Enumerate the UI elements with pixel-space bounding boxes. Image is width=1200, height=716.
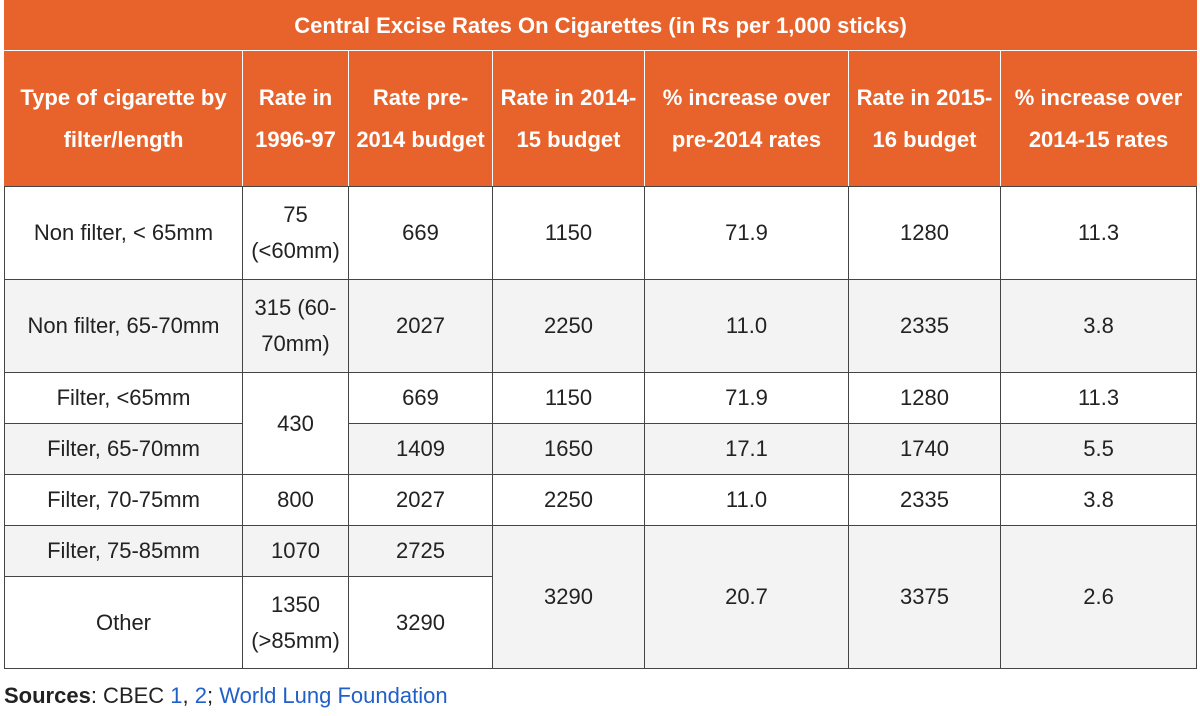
source-link[interactable]: 1 — [170, 683, 183, 708]
cell: 71.9 — [644, 186, 849, 280]
cell: 669 — [348, 372, 493, 424]
cell: 2027 — [348, 474, 493, 526]
cell: 315 (60-70mm) — [242, 279, 349, 373]
cell: 3.8 — [999, 474, 1198, 526]
row-label: Non filter, 65-70mm — [4, 279, 243, 373]
cell: 1650 — [492, 423, 645, 475]
row-label: Filter, 75-85mm — [4, 525, 243, 577]
sources-label: Sources — [4, 683, 91, 708]
cell: 2250 — [492, 279, 645, 373]
cell: 1280 — [848, 372, 1001, 424]
cell: 11.3 — [999, 186, 1198, 280]
table-title: Central Excise Rates On Cigarettes (in R… — [3, 0, 1198, 51]
cell: 3375 — [848, 525, 1001, 669]
column-header: Rate pre-2014 budget — [348, 50, 493, 187]
cell: 430 — [242, 372, 349, 475]
row-label: Other — [4, 576, 243, 669]
column-header: Type of cigarette by filter/length — [4, 50, 243, 187]
cell: 2335 — [848, 279, 1001, 373]
column-header: Rate in 2015-16 budget — [848, 50, 1001, 187]
cell: 3290 — [492, 525, 645, 669]
sources: Sources: CBEC 1, 2; World Lung Foundatio… — [4, 683, 448, 709]
column-header: % increase over 2014-15 rates — [999, 50, 1198, 187]
cell: 1350 (>85mm) — [242, 576, 349, 669]
cell: 5.5 — [999, 423, 1198, 475]
cell: 800 — [242, 474, 349, 526]
source-link[interactable]: 2 — [194, 683, 208, 708]
cell: 1070 — [242, 525, 349, 577]
column-header: Rate in 1996-97 — [242, 50, 349, 187]
cell: 11.3 — [999, 372, 1198, 424]
row-label: Non filter, < 65mm — [4, 186, 243, 280]
cell: 669 — [348, 186, 493, 280]
cell: 2027 — [348, 279, 493, 373]
cell: 2725 — [348, 525, 493, 577]
row-label: Filter, <65mm — [4, 372, 243, 424]
cell: 75 (<60mm) — [242, 186, 349, 280]
cell: 1409 — [348, 423, 493, 475]
cell: 1740 — [848, 423, 1001, 475]
row-label: Filter, 70-75mm — [4, 474, 243, 526]
separator: , — [182, 683, 195, 708]
cell: 11.0 — [644, 474, 849, 526]
source-link[interactable]: World Lung Foundation — [219, 683, 448, 708]
cell: 3.8 — [999, 279, 1198, 373]
cell: 2335 — [848, 474, 1001, 526]
cell: 2250 — [492, 474, 645, 526]
row-label: Filter, 65-70mm — [4, 423, 243, 475]
column-header: Rate in 2014-15 budget — [492, 50, 645, 187]
cell: 20.7 — [644, 525, 849, 669]
cell: 1280 — [848, 186, 1001, 280]
excise-table: Central Excise Rates On Cigarettes (in R… — [3, 0, 1198, 669]
cell: 3290 — [348, 576, 493, 669]
separator: ; — [207, 683, 220, 708]
cell: 1150 — [492, 372, 645, 424]
cell: 1150 — [492, 186, 645, 280]
column-header: % increase over pre-2014 rates — [644, 50, 849, 187]
cell: 17.1 — [644, 423, 849, 475]
sources-text: : CBEC — [90, 683, 171, 708]
cell: 2.6 — [999, 525, 1198, 669]
cell: 71.9 — [644, 372, 849, 424]
cell: 11.0 — [644, 279, 849, 373]
